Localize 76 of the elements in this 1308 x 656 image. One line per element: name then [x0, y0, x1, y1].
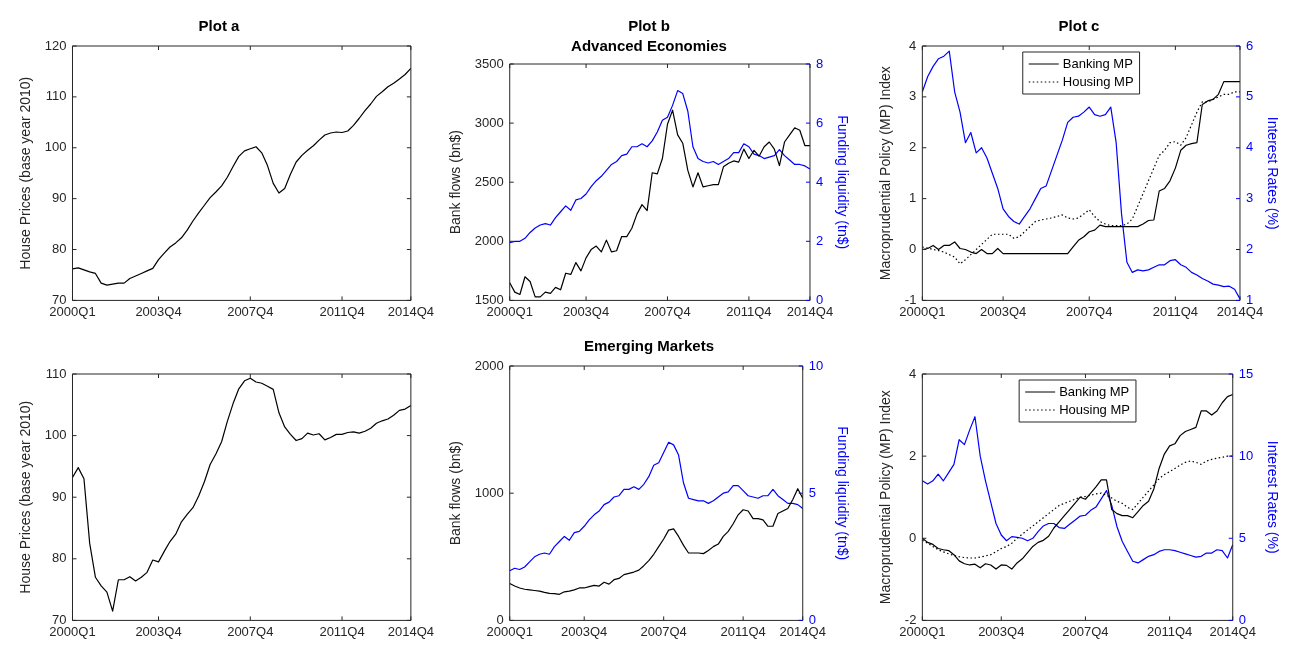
y-tick-label: 100: [44, 427, 67, 443]
x-tick-label: 2011Q4: [319, 303, 365, 319]
y-tick-label: 3000: [474, 114, 504, 130]
chart-title: Plot b: [628, 17, 670, 35]
y2-axis-title: Interest Rates (%): [1264, 116, 1281, 230]
x-tick-label: 2007Q4: [640, 623, 687, 639]
y2-tick-label: 5: [1238, 529, 1246, 545]
y-tick-label: 0: [909, 241, 917, 257]
x-tick-label: 2011Q4: [726, 303, 772, 319]
x-tick-label: 2011Q4: [720, 623, 766, 639]
y2-tick-label: 3: [1245, 190, 1254, 206]
x-tick-label: 2003Q4: [135, 623, 182, 639]
y-tick-label: 1: [909, 190, 917, 206]
y2-tick-label: 2: [815, 232, 824, 248]
x-tick-label: 2003Q4: [978, 623, 1025, 639]
y2-tick-label: 4: [815, 173, 824, 189]
y-axis-title: House Prices (base year 2010): [17, 400, 34, 594]
y-tick-label: 2: [909, 447, 917, 463]
y2-tick-label: 15: [1238, 365, 1254, 381]
x-tick-label: 2007Q4: [1066, 303, 1113, 319]
y-tick-label: 2000: [474, 357, 504, 373]
y2-tick-label: 10: [1238, 447, 1254, 463]
y-axis-title: Bank flows (bn$): [447, 441, 464, 546]
x-tick-label: 2011Q4: [1152, 303, 1199, 319]
y-tick-label: 110: [45, 365, 67, 381]
x-tick-label: 2014Q4: [387, 623, 434, 639]
y-tick-label: 80: [52, 241, 67, 257]
y-tick-label: 90: [52, 190, 67, 206]
y-tick-label: 2000: [474, 232, 504, 248]
x-tick-label: 2003Q4: [135, 303, 182, 319]
y-tick-label: 120: [44, 37, 67, 53]
chart-title: Emerging Markets: [583, 337, 715, 355]
legend-label: Housing MP: [1062, 73, 1134, 89]
y2-tick-label: 5: [808, 484, 816, 500]
y2-tick-label: 5: [1245, 88, 1254, 104]
y-tick-label: 90: [52, 488, 67, 504]
y2-tick-label: 6: [1245, 37, 1254, 53]
x-tick-label: 2007Q4: [227, 303, 274, 319]
x-tick-label: 2011Q4: [319, 623, 365, 639]
chart-subtitle: Advanced Economies: [571, 37, 727, 55]
x-tick-label: 2014Q4: [387, 303, 434, 319]
y2-axis-title: Funding liquidity (tn$): [834, 426, 851, 561]
chart-title: Plot c: [1058, 17, 1100, 35]
x-tick-label: 2003Q4: [979, 303, 1027, 319]
y-tick-label: 0: [909, 529, 917, 545]
legend-label: Housing MP: [1059, 401, 1130, 417]
y2-tick-label: 6: [815, 114, 824, 130]
y-tick-label: 2500: [474, 173, 504, 189]
y-tick-label: 4: [909, 37, 917, 53]
chart-title: Plot a: [198, 17, 241, 35]
y2-axis-title: Interest Rates (%): [1264, 440, 1281, 554]
y-tick-label: 110: [45, 88, 67, 104]
y2-tick-label: 4: [1245, 139, 1254, 155]
y2-tick-label: 8: [815, 55, 824, 71]
y-tick-label: 3: [909, 88, 917, 104]
x-tick-label: 2007Q4: [644, 303, 691, 319]
y-axis-title: Macroprudential Policy (MP) Index: [877, 66, 894, 281]
y-tick-label: 80: [52, 550, 67, 566]
y-axis-title: Macroprudential Policy (MP) Index: [877, 390, 894, 605]
y-tick-label: 100: [44, 139, 67, 155]
y2-axis-title: Funding liquidity (tn$): [834, 115, 851, 250]
y2-tick-label: 10: [808, 357, 824, 373]
legend-label: Banking MP: [1062, 55, 1133, 71]
x-tick-label: 2003Q4: [562, 303, 610, 319]
x-tick-label: 2011Q4: [1146, 623, 1193, 639]
y-axis-title: House Prices (base year 2010): [17, 76, 34, 270]
y-tick-label: 4: [909, 365, 917, 381]
y-axis-title: Bank flows (bn$): [447, 130, 464, 235]
x-tick-label: 2003Q4: [561, 623, 608, 639]
x-tick-label: 2007Q4: [227, 623, 274, 639]
y-tick-label: 1000: [474, 484, 504, 500]
x-tick-label: 2007Q4: [1062, 623, 1109, 639]
y-tick-label: 3500: [474, 55, 504, 71]
legend-label: Banking MP: [1059, 383, 1130, 399]
y-tick-label: 2: [909, 139, 917, 155]
y2-tick-label: 2: [1245, 241, 1254, 257]
